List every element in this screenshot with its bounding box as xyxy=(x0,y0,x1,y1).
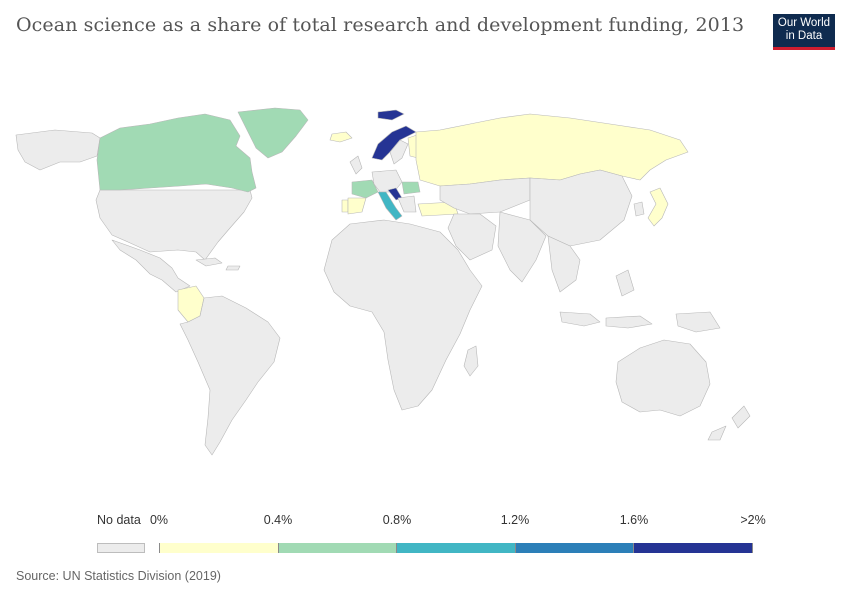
region-balkans xyxy=(397,195,417,213)
world-map[interactable] xyxy=(0,100,850,500)
country-italy xyxy=(377,191,403,221)
region-caribbean xyxy=(195,257,241,271)
logo-line-1: Our World xyxy=(777,17,831,29)
legend-bin-1[interactable] xyxy=(277,543,397,553)
country-greenland xyxy=(237,107,309,159)
logo-line-2: in Data xyxy=(785,30,823,42)
country-usa xyxy=(95,189,253,261)
country-spain xyxy=(347,197,367,215)
country-uk xyxy=(349,155,363,175)
legend-bin-4[interactable] xyxy=(633,543,753,553)
country-canada xyxy=(96,113,257,193)
chart-title: Ocean science as a share of total resear… xyxy=(16,14,745,36)
region-southeast-asia xyxy=(547,235,581,293)
country-china xyxy=(529,169,633,247)
region-central-asia xyxy=(439,177,531,215)
region-africa xyxy=(323,219,483,411)
legend-tick-3: 1.2% xyxy=(500,513,530,527)
country-japan xyxy=(647,187,669,227)
owid-logo[interactable]: Our World in Data xyxy=(773,14,835,50)
legend-tick-1: 0.4% xyxy=(263,513,293,527)
country-russia xyxy=(415,113,689,187)
country-india xyxy=(497,211,547,283)
legend-bin-3[interactable] xyxy=(514,543,634,553)
country-france xyxy=(351,179,379,199)
legend-color-bar xyxy=(159,543,753,553)
country-australia xyxy=(615,339,711,417)
region-indonesia xyxy=(559,269,721,333)
legend-bin-2[interactable] xyxy=(396,543,515,553)
legend-tick-4: 1.6% xyxy=(619,513,649,527)
legend-tick-5: >2% xyxy=(740,513,766,527)
region-south-america xyxy=(179,295,281,456)
source-note[interactable]: Source: UN Statistics Division (2019) xyxy=(16,569,221,583)
country-iceland xyxy=(329,131,353,143)
region-middle-east xyxy=(447,213,497,261)
country-alaska xyxy=(15,129,101,171)
legend-no-data-label: No data xyxy=(97,513,141,527)
legend-tick-0: 0% xyxy=(149,513,169,527)
country-new-zealand xyxy=(707,405,751,441)
country-romania xyxy=(401,181,421,195)
legend-no-data-swatch[interactable] xyxy=(97,543,145,553)
country-korea xyxy=(633,201,645,217)
country-norway-svalbard xyxy=(377,109,405,121)
legend-tick-2: 0.8% xyxy=(382,513,412,527)
country-sweden xyxy=(389,139,409,165)
country-madagascar xyxy=(463,345,479,377)
country-portugal xyxy=(341,199,349,213)
legend-bin-0[interactable] xyxy=(159,543,278,553)
